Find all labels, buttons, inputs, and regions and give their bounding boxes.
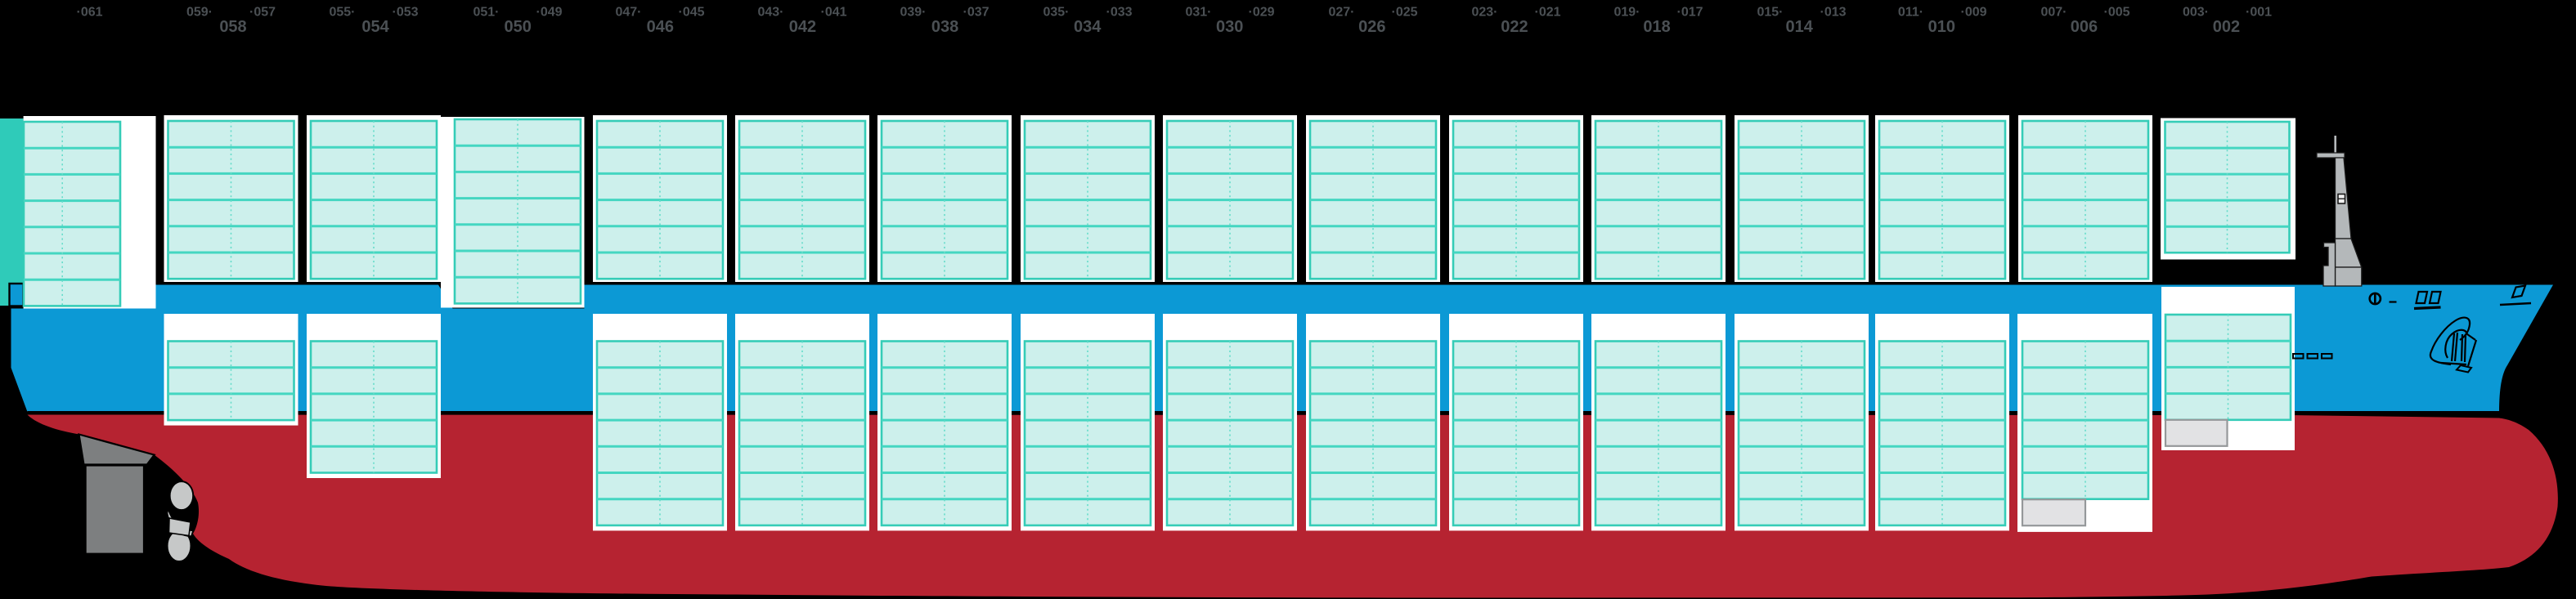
svg-text:046: 046 bbox=[647, 18, 674, 36]
svg-text:043·: 043· bbox=[757, 6, 783, 20]
svg-text:051·: 051· bbox=[473, 6, 499, 20]
svg-text:·061: ·061 bbox=[76, 6, 102, 20]
svg-text:030: 030 bbox=[1216, 18, 1243, 36]
svg-text:·033: ·033 bbox=[1106, 6, 1132, 20]
svg-text:·041: ·041 bbox=[820, 6, 846, 20]
svg-text:022: 022 bbox=[1501, 18, 1528, 36]
svg-text:047·: 047· bbox=[615, 6, 641, 20]
svg-text:·053: ·053 bbox=[392, 6, 418, 20]
svg-text:035·: 035· bbox=[1043, 6, 1069, 20]
svg-text:·005: ·005 bbox=[2103, 6, 2129, 20]
svg-text:·021: ·021 bbox=[1534, 6, 1560, 20]
svg-text:015·: 015· bbox=[1757, 6, 1783, 20]
svg-text:055·: 055· bbox=[329, 6, 355, 20]
svg-text:010: 010 bbox=[1928, 18, 1955, 36]
svg-text:023·: 023· bbox=[1471, 6, 1497, 20]
svg-text:027·: 027· bbox=[1328, 6, 1354, 20]
svg-text:019·: 019· bbox=[1613, 6, 1640, 20]
svg-text:·037: ·037 bbox=[963, 6, 989, 20]
svg-text:031·: 031· bbox=[1185, 6, 1211, 20]
svg-text:059·: 059· bbox=[186, 6, 213, 20]
svg-text:050: 050 bbox=[505, 18, 532, 36]
svg-text:·009: ·009 bbox=[1960, 6, 1986, 20]
svg-text:042: 042 bbox=[789, 18, 816, 36]
svg-text:058: 058 bbox=[219, 18, 246, 36]
svg-text:·029: ·029 bbox=[1248, 6, 1274, 20]
svg-text:003·: 003· bbox=[2183, 6, 2209, 20]
svg-text:007·: 007· bbox=[2040, 6, 2067, 20]
svg-text:014: 014 bbox=[1785, 18, 1813, 36]
svg-text:038: 038 bbox=[931, 18, 958, 36]
svg-text:026: 026 bbox=[1358, 18, 1385, 36]
svg-text:034: 034 bbox=[1074, 18, 1102, 36]
svg-text:·001: ·001 bbox=[2246, 6, 2272, 20]
svg-text:·049: ·049 bbox=[536, 6, 562, 20]
svg-text:·017: ·017 bbox=[1676, 6, 1703, 20]
svg-text:011·: 011· bbox=[1898, 6, 1923, 20]
svg-text:·013: ·013 bbox=[1820, 6, 1846, 20]
svg-text:·025: ·025 bbox=[1391, 6, 1417, 20]
svg-text:054: 054 bbox=[361, 18, 389, 36]
svg-text:006: 006 bbox=[2071, 18, 2098, 36]
svg-text:039·: 039· bbox=[900, 6, 926, 20]
svg-text:·045: ·045 bbox=[678, 6, 704, 20]
svg-text:002: 002 bbox=[2213, 18, 2240, 36]
svg-text:·057: ·057 bbox=[249, 6, 276, 20]
svg-text:018: 018 bbox=[1643, 18, 1670, 36]
